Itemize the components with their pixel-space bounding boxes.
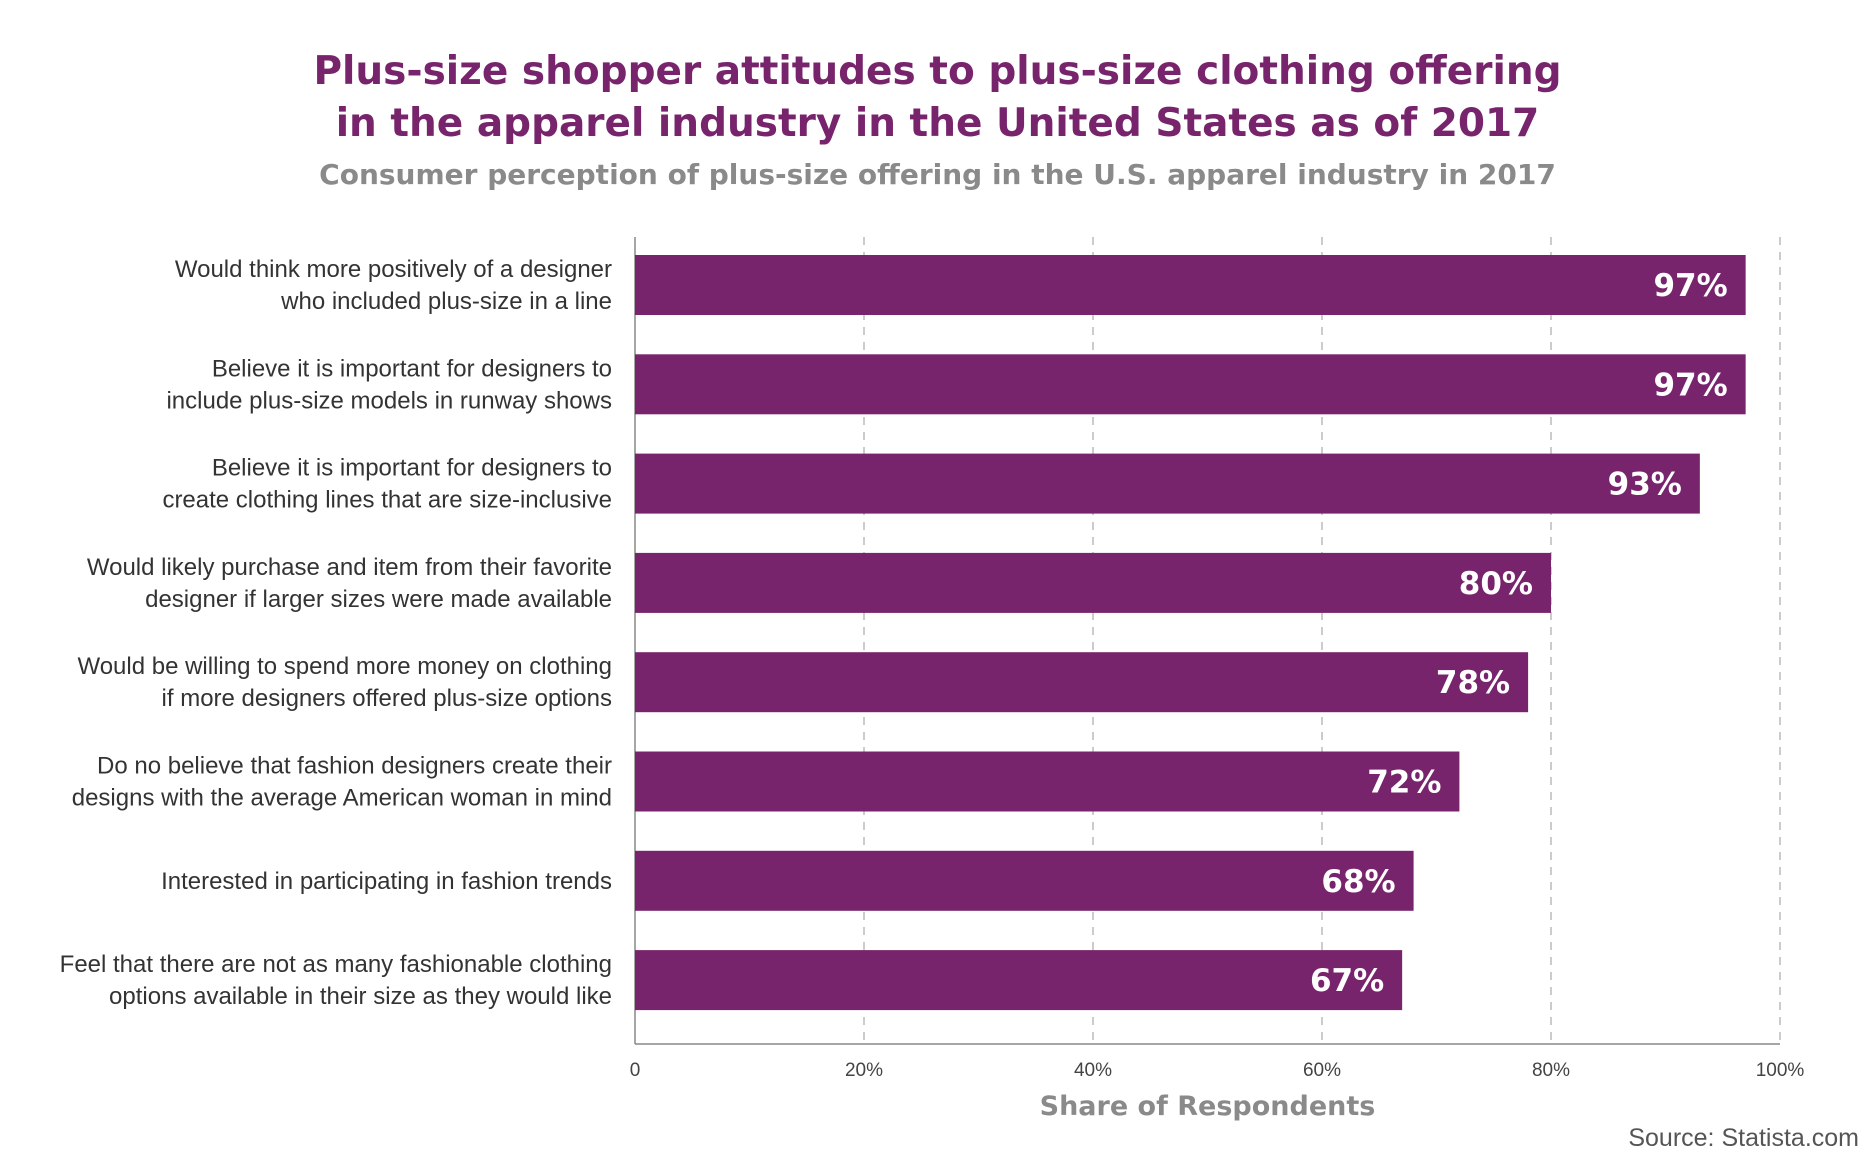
category-label-7-line-0: Feel that there are not as many fashiona… [60,951,612,978]
x-tick-label-4: 80% [1532,1060,1570,1081]
data-label-5: 72% [1367,765,1441,801]
category-label-0-line-0: Would think more positively of a designe… [175,256,612,283]
chart-title: Plus-size shopper attitudes to plus-size… [0,46,1875,150]
category-label-4-line-1: if more designers offered plus-size opti… [162,685,612,712]
chart-title-line-2: in the apparel industry in the United St… [335,101,1540,146]
chart-subtitle: Consumer perception of plus-size offerin… [319,158,1556,191]
x-tick-label-0: 0 [630,1060,641,1081]
data-label-0: 97% [1653,268,1727,304]
category-label-1-line-0: Believe it is important for designers to [212,355,612,382]
bar-2 [635,453,1700,514]
category-label-5-line-1: designs with the average American woman … [72,785,612,812]
data-label-6: 68% [1321,864,1395,900]
bar-5 [635,751,1460,812]
data-label-3: 80% [1459,566,1533,602]
chart-title-line-1: Plus-size shopper attitudes to plus-size… [313,49,1562,94]
category-label-7-line-1: options available in their size as they … [109,983,612,1010]
category-label-1-line-1: include plus-size models in runway shows [166,387,612,414]
bar-6 [635,850,1414,911]
category-label-6-line-0: Interested in participating in fashion t… [161,868,612,895]
category-label-2-line-1: create clothing lines that are size-incl… [162,487,612,514]
bar-3 [635,552,1551,613]
bar-7 [635,950,1403,1011]
x-tick-label-1: 20% [845,1060,883,1081]
data-label-7: 67% [1310,963,1384,999]
category-label-3-line-0: Would likely purchase and item from thei… [87,554,612,581]
x-tick-label-3: 60% [1303,1060,1341,1081]
category-label-2-line-0: Believe it is important for designers to [212,455,612,482]
x-tick-label-5: 100% [1756,1060,1805,1081]
source-credit: Source: Statista.com [1628,1124,1859,1152]
bar-0 [635,255,1746,315]
x-axis-label: Share of Respondents [1040,1091,1376,1122]
category-label-0-line-1: who included plus-size in a line [280,288,612,315]
category-label-3-line-1: designer if larger sizes were made avail… [145,586,612,613]
data-label-1: 97% [1653,367,1727,403]
category-label-4-line-0: Would be willing to spend more money on … [77,653,612,680]
x-tick-label-2: 40% [1074,1060,1112,1081]
data-label-2: 93% [1608,467,1682,503]
category-label-5-line-0: Do no believe that fashion designers cre… [97,753,612,780]
bar-4 [635,652,1529,713]
bar-1 [635,354,1746,415]
data-label-4: 78% [1436,665,1510,701]
